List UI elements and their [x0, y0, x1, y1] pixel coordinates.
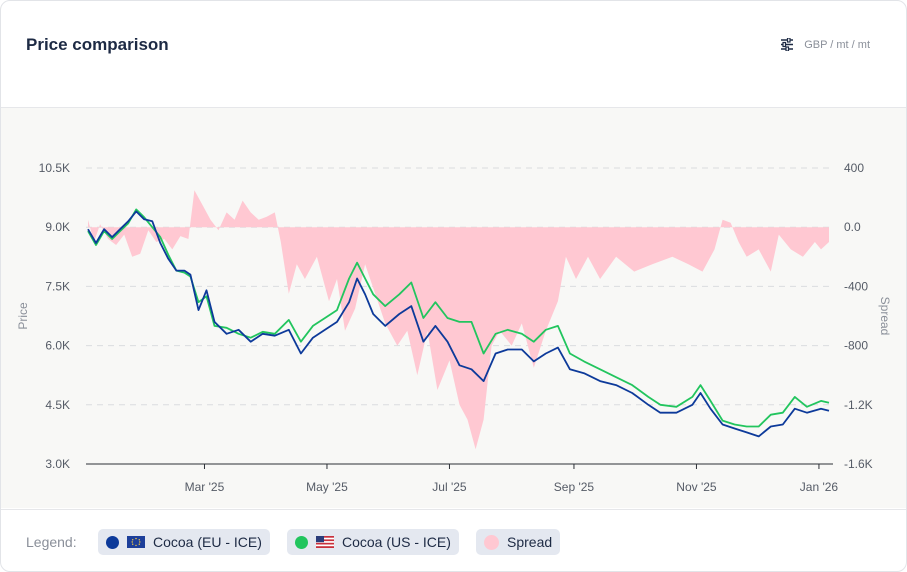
y-right-tick-label: -800: [844, 339, 868, 353]
series-dot-eu: [106, 535, 119, 549]
y-right-tick-label: -400: [844, 279, 868, 293]
y-right-tick-label: 400: [844, 161, 864, 175]
legend-label: Legend:: [26, 534, 77, 550]
legend-item-us[interactable]: Cocoa (US - ICE): [287, 529, 459, 555]
chart-area: 3.0K -1.6K 4.5K -1.2K 6.0K -800 7.5K -400 9.0K 0.…: [1, 108, 906, 508]
y-right-tick-label: 0.0: [844, 220, 861, 234]
x-tick-label: Jan '26: [800, 480, 839, 494]
y-left-tick-label: 4.5K: [45, 398, 70, 412]
legend-item-label: Cocoa (US - ICE): [342, 534, 451, 550]
y-left-tick-label: 10.5K: [39, 161, 70, 175]
x-tick-label: May '25: [306, 480, 348, 494]
x-tick-label: Jul '25: [432, 480, 467, 494]
x-tick-label: Mar '25: [185, 480, 225, 494]
legend: Legend: Cocoa (EU - ICE): [1, 509, 906, 571]
us-flag-icon: [316, 536, 334, 548]
legend-item-label: Cocoa (EU - ICE): [153, 534, 262, 550]
unit-selector[interactable]: GBP / mt / mt: [780, 38, 870, 51]
sliders-icon[interactable]: [780, 38, 794, 51]
unit-label: GBP / mt / mt: [804, 38, 870, 51]
price-chart[interactable]: 3.0K -1.6K 4.5K -1.2K 6.0K -800 7.5K -400 9.0K 0.…: [1, 108, 906, 508]
series-area-spread: [88, 190, 829, 450]
legend-item-spread[interactable]: Spread: [476, 529, 561, 555]
series-dot-us: [295, 535, 308, 549]
y-left-tick-label: 7.5K: [45, 279, 70, 293]
eu-flag-icon: [127, 536, 145, 548]
series-line: [87, 210, 830, 438]
legend-item-eu[interactable]: Cocoa (EU - ICE): [98, 529, 270, 555]
y-left-tick-label: 3.0K: [45, 457, 70, 471]
card-header: Price comparison GBP / mt / mt: [1, 1, 906, 108]
page-title: Price comparison: [26, 35, 169, 54]
y-left-tick-label: 6.0K: [45, 339, 70, 353]
legend-item-label: Spread: [507, 534, 553, 550]
y-right-axis-title: Spread: [878, 297, 892, 336]
x-tick-label: Sep '25: [554, 480, 595, 494]
y-left-axis-title: Price: [16, 302, 30, 330]
y-left-tick-label: 9.0K: [45, 220, 70, 234]
x-tick-label: Nov '25: [676, 480, 717, 494]
y-right-tick-label: -1.6K: [844, 457, 873, 471]
y-right-tick-label: -1.2K: [844, 398, 873, 412]
series-swatch-spread: [484, 534, 499, 550]
